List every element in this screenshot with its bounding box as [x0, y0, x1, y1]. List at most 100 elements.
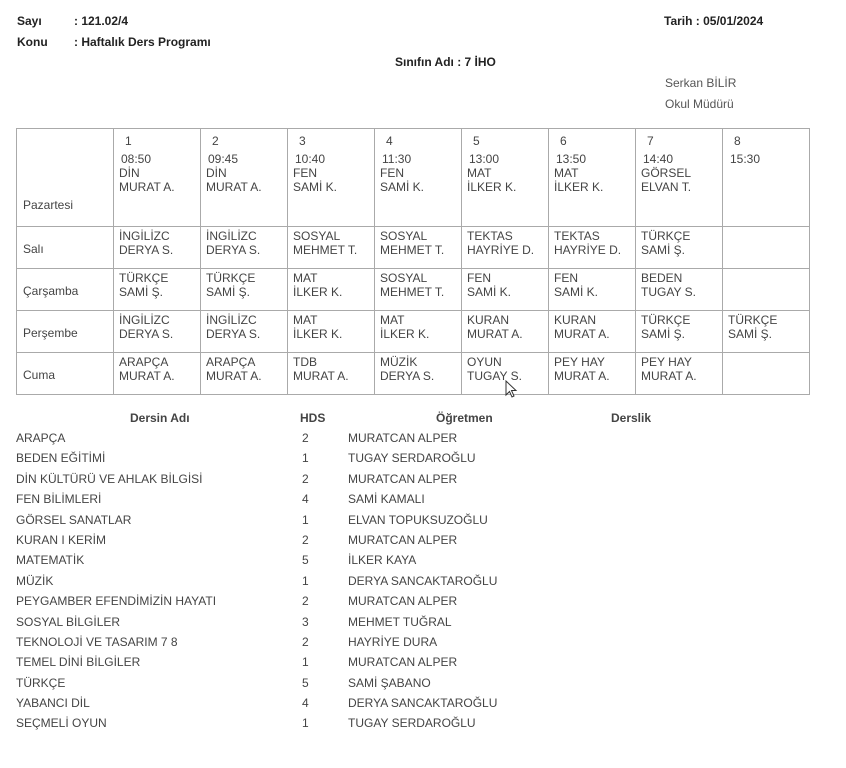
course-name: TEMEL DİNİ BİLGİLER [16, 655, 141, 670]
lesson-name: FEN [293, 166, 317, 180]
course-hds: 4 [302, 696, 309, 711]
course-hds: 3 [302, 614, 309, 629]
course-teacher: HAYRİYE DURA [348, 634, 438, 649]
lesson-name: TÜRKÇE [119, 271, 169, 285]
period-cell: 6 13:50 MAT İLKER K. [548, 128, 636, 227]
col-header-hds: HDS [300, 411, 326, 425]
lesson-name: OYUN [467, 355, 502, 369]
lesson-name: İNGİLİZC [206, 229, 257, 243]
course-name: TÜRKÇE [16, 675, 66, 690]
lesson-name: ARAPÇA [119, 355, 169, 369]
course-name: PEYGAMBER EFENDİMİZİN HAYATI [16, 594, 217, 609]
lesson-name: İNGİLİZC [119, 229, 170, 243]
lesson-cell: İNGİLİZC DERYA S. [200, 226, 288, 269]
sayi-value: : 121.02/4 [74, 14, 129, 28]
course-row: SEÇMELİ OYUN 1 TUGAY SERDAROĞLU [16, 715, 616, 735]
day-cell: Salı [16, 226, 114, 269]
lesson-teacher: SAMİ K. [293, 180, 338, 194]
period-cell: 3 10:40 FEN SAMİ K. [287, 128, 375, 227]
period-time: 10:40 [295, 152, 326, 166]
lesson-teacher: TUGAY S. [467, 369, 522, 383]
lesson-teacher: MEHMET T. [380, 285, 445, 299]
period-number: 7 [647, 134, 654, 148]
course-teacher: TUGAY SERDAROĞLU [348, 716, 476, 731]
period-cell: 7 14:40 GÖRSEL ELVAN T. [635, 128, 723, 227]
course-hds: 1 [302, 573, 309, 588]
lesson-name: TÜRKÇE [641, 229, 691, 243]
course-name: YABANCI DİL [16, 696, 90, 711]
period-cell: 1 08:50 DİN MURAT A. [113, 128, 201, 227]
course-name: SOSYAL BİLGİLER [16, 614, 121, 629]
lesson-teacher: İLKER K. [380, 327, 430, 341]
lesson-name: FEN [554, 271, 578, 285]
course-row: DİN KÜLTÜRÜ VE AHLAK BİLGİSİ 2 MURATCAN AL… [16, 471, 616, 491]
lesson-name: MÜZİK [380, 355, 418, 369]
course-hds: 1 [302, 655, 309, 670]
course-hds: 1 [302, 512, 309, 527]
lesson-name: TDB [293, 355, 317, 369]
mouse-cursor-icon [505, 380, 518, 398]
period-number: 4 [386, 134, 393, 148]
lesson-teacher: SAMİ Ş. [119, 285, 164, 299]
course-teacher: MURATCAN ALPER [348, 532, 458, 547]
course-teacher: DERYA SANCAKTAROĞLU [348, 696, 498, 711]
course-row: KURAN I KERİM 2 MURATCAN ALPER [16, 532, 616, 552]
period-number: 3 [299, 134, 306, 148]
sayi-label: Sayı [17, 14, 42, 28]
lesson-cell: TÜRKÇE SAMİ Ş. [722, 310, 810, 353]
lesson-name: TÜRKÇE [641, 313, 691, 327]
course-hds: 5 [302, 553, 309, 568]
period-number: 5 [473, 134, 480, 148]
course-row: YABANCI DİL 4 DERYA SANCAKTAROĞLU [16, 695, 616, 715]
course-name: BEDEN EĞİTİMİ [16, 451, 106, 466]
period-cell: 2 09:45 DİN MURAT A. [200, 128, 288, 227]
day-row: Çarşamba TÜRKÇE SAMİ Ş. TÜRKÇE SAMİ Ş. MAT İLK… [16, 268, 810, 311]
period-number: 2 [212, 134, 219, 148]
course-row: SOSYAL BİLGİLER 3 MEHMET TUĞRAL [16, 614, 616, 634]
lesson-cell: MAT İLKER K. [374, 310, 462, 353]
course-row: MATEMATİK 5 İLKER KAYA [16, 552, 616, 572]
lesson-teacher: MURAT A. [119, 180, 175, 194]
lesson-name: ARAPÇA [206, 355, 256, 369]
course-row: TEKNOLOJİ VE TASARIM 7 8 2 HAYRİYE DURA [16, 634, 616, 654]
lesson-teacher: SAMİ K. [467, 285, 512, 299]
day-cell: Perşembe [16, 310, 114, 353]
lesson-cell: TÜRKÇE SAMİ Ş. [635, 226, 723, 269]
course-list: ARAPÇA 2 MURATCAN ALPER BEDEN EĞİTİMİ 1 TUGAY… [16, 430, 616, 736]
lesson-cell: SOSYAL MEHMET T. [287, 226, 375, 269]
lesson-name: FEN [467, 271, 491, 285]
lesson-cell: İNGİLİZC DERYA S. [113, 226, 201, 269]
lesson-name: SOSYAL [380, 271, 428, 285]
period-time: 08:50 [121, 152, 152, 166]
course-name: FEN BİLİMLERİ [16, 492, 102, 507]
lesson-teacher: SAMİ Ş. [641, 243, 686, 257]
lesson-name: SOSYAL [293, 229, 341, 243]
lesson-teacher: DERYA S. [380, 369, 435, 383]
date: Tarih : 05/01/2024 [664, 14, 764, 28]
lesson-cell: TDB MURAT A. [287, 352, 375, 395]
course-hds: 2 [302, 431, 309, 445]
period-number: 8 [734, 134, 741, 148]
lesson-teacher: İLKER K. [554, 180, 604, 194]
lesson-teacher: SAMİ K. [554, 285, 599, 299]
lesson-cell: İNGİLİZC DERYA S. [113, 310, 201, 353]
lesson-teacher: MURAT A. [554, 327, 610, 341]
course-hds: 1 [302, 716, 309, 731]
col-header-course: Dersin Adı [130, 411, 190, 425]
lesson-teacher: MEHMET T. [293, 243, 358, 257]
weekly-schedule-table: Pazartesi 1 08:50 DİN MURAT A. 2 09:45 DİN MURAT… [16, 128, 810, 395]
lesson-cell: OYUN TUGAY S. [461, 352, 549, 395]
lesson-name: MAT [293, 271, 318, 285]
course-name: DİN KÜLTÜRÜ VE AHLAK BİLGİSİ [16, 471, 203, 486]
course-name: GÖRSEL SANATLAR [16, 512, 132, 527]
lesson-teacher: DERYA S. [206, 243, 261, 257]
lesson-name: İNGİLİZC [206, 313, 257, 327]
period-number: 1 [125, 134, 132, 148]
course-name: MATEMATİK [16, 553, 85, 568]
course-hds: 2 [302, 594, 309, 609]
lesson-teacher: SAMİ Ş. [728, 327, 773, 341]
course-row: PEYGAMBER EFENDİMİZİN HAYATI 2 MURATCAN AL… [16, 593, 616, 613]
course-name: ARAPÇA [16, 431, 66, 445]
lesson-name: TEKTAS [467, 229, 513, 243]
lesson-name: PEY HAY [641, 355, 692, 369]
